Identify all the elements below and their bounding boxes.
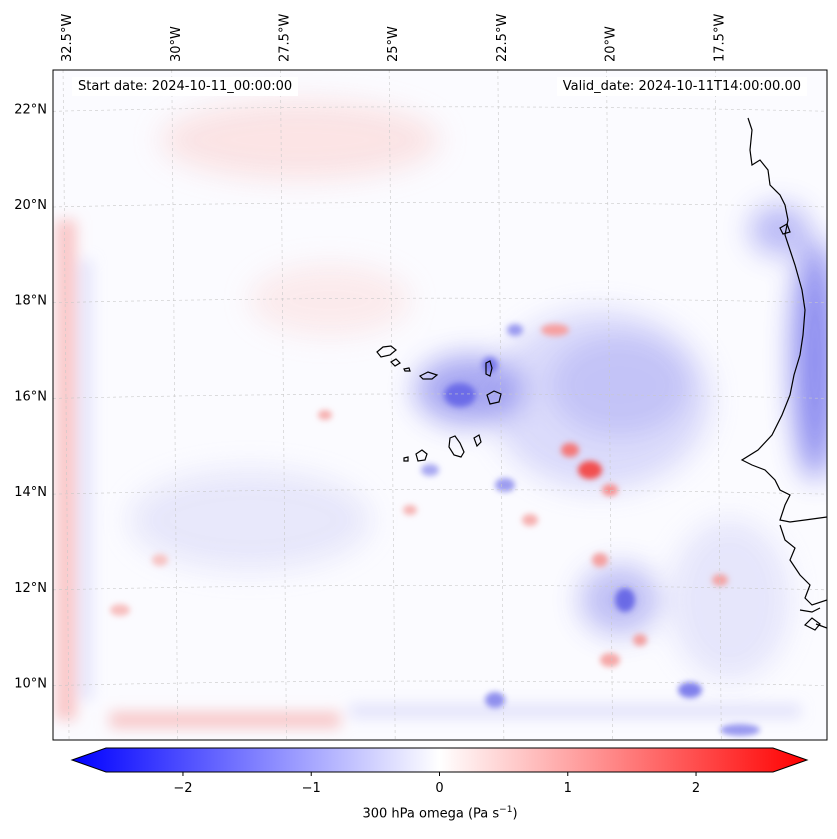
latitude-labels: 10°N 12°N 14°N 16°N 18°N 20°N 22°N xyxy=(14,102,47,691)
longitude-tick-label: 32.5°W xyxy=(60,14,75,62)
africa-coastline xyxy=(740,117,827,631)
convective-cell xyxy=(600,653,620,667)
coastal-secondary-band xyxy=(750,205,810,255)
colorbar-units-exponent: −1 xyxy=(499,805,513,815)
parallel-line xyxy=(53,680,827,686)
coastal-upward-band xyxy=(793,240,827,480)
cyclone-outer-ring xyxy=(490,310,710,490)
convective-cell xyxy=(602,484,618,496)
valid-date-label: Valid_date: 2024-10-11T14:00:00.00 xyxy=(556,77,807,96)
convective-cell xyxy=(592,553,608,567)
parallel-line xyxy=(53,393,827,399)
convective-cell xyxy=(482,357,498,373)
convective-cell xyxy=(403,505,417,515)
map-panel xyxy=(53,70,827,740)
convective-cell xyxy=(507,324,523,336)
parallel-line xyxy=(53,106,827,112)
colorbar: −2 −1 0 1 2 xyxy=(70,747,809,796)
convective-cell xyxy=(720,724,760,736)
meridian-line xyxy=(388,70,396,740)
central-positive-patch xyxy=(250,265,410,335)
latitude-tick-label: 12°N xyxy=(14,581,47,596)
northwest-positive-patch xyxy=(160,100,440,180)
convective-hotspot xyxy=(578,461,602,479)
senegal-river-mouth xyxy=(779,223,791,235)
southeast-negative-patch xyxy=(670,520,790,680)
convective-cell xyxy=(110,604,130,616)
colorbar-tick-label: 0 xyxy=(435,781,443,796)
colorbar-tick-label: 2 xyxy=(692,781,700,796)
convective-cell xyxy=(444,383,476,407)
latitude-tick-label: 14°N xyxy=(14,485,47,500)
colorbar-label: 300 hPa omega (Pa s−1) xyxy=(0,805,837,821)
convective-cell xyxy=(152,554,168,566)
convective-cell xyxy=(485,692,505,708)
convective-cell xyxy=(633,634,647,646)
latitude-tick-label: 20°N xyxy=(14,198,47,213)
latitude-tick-label: 16°N xyxy=(14,389,47,404)
parallel-line xyxy=(53,297,827,304)
convective-cell xyxy=(541,324,569,336)
colorbar-body xyxy=(70,747,809,773)
meridian-line xyxy=(62,70,70,740)
start-date-label: Start date: 2024-10-11_00:00:00 xyxy=(72,77,299,96)
southwest-negative-patch xyxy=(130,470,370,570)
island-maio xyxy=(473,434,482,448)
meridian-line xyxy=(714,70,722,740)
convective-cell xyxy=(318,410,332,420)
colorbar-variable: 300 hPa omega xyxy=(362,806,464,822)
meridian-line xyxy=(280,70,287,740)
colorbar-units: (Pa s xyxy=(467,806,500,822)
meridian-line xyxy=(606,70,613,740)
longitude-labels: 32.5°W 30°W 27.5°W 25°W 22.5°W 20°W 17.5°W xyxy=(60,14,727,62)
graticule xyxy=(53,70,827,740)
southern-boundary-positive-band xyxy=(110,712,340,728)
longitude-tick-label: 25°W xyxy=(386,26,401,62)
western-boundary-negative-band xyxy=(80,260,92,700)
convective-cell xyxy=(615,588,635,612)
coastlines xyxy=(376,117,827,631)
longitude-tick-label: 20°W xyxy=(604,26,619,62)
meridian-line xyxy=(171,70,179,740)
island-fogo xyxy=(415,449,428,462)
latitude-tick-label: 10°N xyxy=(14,677,47,692)
colorbar-tick-label: −1 xyxy=(302,781,321,796)
parallel-line xyxy=(53,489,827,495)
colorbar-ticks: −2 −1 0 1 2 xyxy=(173,772,700,796)
island-sao-vicente xyxy=(390,358,401,367)
latitude-tick-label: 22°N xyxy=(14,102,47,117)
island-sao-nicolau xyxy=(418,371,439,380)
parallel-line xyxy=(53,585,827,591)
western-boundary-positive-band xyxy=(56,220,76,720)
island-santiago xyxy=(448,435,465,458)
parallel-line xyxy=(53,202,827,208)
longitude-tick-label: 27.5°W xyxy=(277,14,292,62)
colorbar-tick-label: −2 xyxy=(173,781,192,796)
omega-field xyxy=(56,100,827,736)
convective-cell xyxy=(678,682,702,698)
longitude-tick-label: 17.5°W xyxy=(712,14,727,62)
island-sal xyxy=(485,360,493,377)
colorbar-tick-label: 1 xyxy=(564,781,572,796)
convective-cell xyxy=(421,464,439,476)
southern-boundary-negative-band xyxy=(350,705,800,717)
map-frame xyxy=(52,69,828,741)
longitude-tick-label: 30°W xyxy=(169,26,184,62)
longitude-tick-label: 22.5°W xyxy=(495,14,510,62)
island-santa-luzia xyxy=(403,367,411,372)
island-santo-antao xyxy=(376,345,397,358)
meridian-line xyxy=(497,70,505,740)
latitude-tick-label: 18°N xyxy=(14,294,47,309)
island-brava xyxy=(403,456,409,462)
colorbar-units-close: ) xyxy=(512,806,518,822)
convective-cell xyxy=(561,443,579,457)
convective-cell xyxy=(495,478,515,492)
island-boa-vista xyxy=(486,390,502,405)
convective-cell xyxy=(522,514,538,526)
